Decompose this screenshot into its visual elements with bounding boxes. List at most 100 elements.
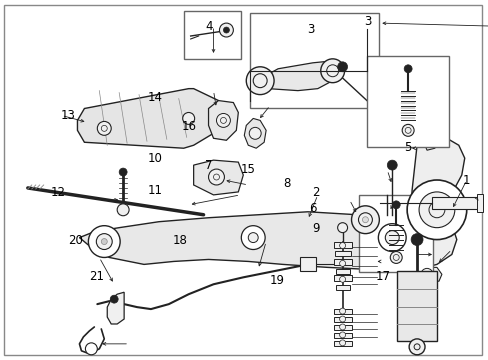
Circle shape [339, 260, 345, 266]
Circle shape [404, 65, 411, 73]
Circle shape [85, 343, 97, 355]
Circle shape [339, 340, 345, 346]
Bar [333, 341, 351, 346]
Bar [333, 317, 351, 322]
Circle shape [418, 192, 454, 228]
Circle shape [339, 276, 345, 282]
Circle shape [248, 233, 258, 243]
Circle shape [339, 243, 345, 248]
Bar [334, 252, 350, 256]
Polygon shape [424, 133, 436, 150]
Circle shape [413, 344, 419, 350]
Circle shape [337, 223, 347, 233]
Bar [299, 257, 315, 271]
Text: 16: 16 [182, 120, 197, 133]
Circle shape [183, 112, 194, 125]
Circle shape [337, 62, 347, 72]
Bar [359, 195, 432, 273]
Circle shape [253, 74, 266, 87]
Circle shape [216, 113, 230, 127]
Circle shape [339, 324, 345, 330]
Bar [333, 309, 351, 314]
Text: 21: 21 [89, 270, 104, 283]
Text: 9: 9 [311, 222, 319, 235]
Circle shape [378, 224, 406, 252]
Circle shape [101, 125, 107, 131]
Text: 7: 7 [204, 159, 212, 172]
Bar [333, 275, 351, 281]
Bar [333, 260, 351, 265]
Circle shape [101, 239, 107, 244]
Text: 1: 1 [462, 174, 469, 186]
Text: 2: 2 [311, 186, 319, 199]
Bar [431, 197, 479, 209]
Circle shape [219, 23, 233, 37]
Bar [335, 269, 349, 274]
Polygon shape [193, 160, 243, 195]
Circle shape [249, 127, 261, 139]
Bar [333, 325, 351, 330]
Text: 8: 8 [282, 177, 289, 190]
Text: 5: 5 [404, 141, 411, 154]
Circle shape [96, 234, 112, 249]
Text: 14: 14 [147, 91, 163, 104]
Bar [396, 271, 436, 341]
Bar [335, 285, 349, 290]
Text: 4: 4 [204, 20, 212, 33]
Circle shape [386, 160, 396, 170]
Circle shape [88, 226, 120, 257]
Text: 17: 17 [375, 270, 390, 283]
Circle shape [110, 295, 118, 303]
Text: 3: 3 [363, 15, 370, 28]
Circle shape [339, 316, 345, 322]
Circle shape [405, 127, 410, 133]
Bar [366, 56, 448, 147]
Circle shape [351, 206, 379, 234]
Text: 13: 13 [61, 109, 75, 122]
Circle shape [213, 174, 219, 180]
Circle shape [358, 213, 372, 227]
Circle shape [391, 201, 399, 209]
Circle shape [241, 226, 264, 249]
Text: 6: 6 [309, 202, 316, 215]
Text: 20: 20 [68, 234, 82, 247]
Polygon shape [411, 267, 441, 281]
Circle shape [326, 65, 338, 77]
Circle shape [428, 202, 444, 218]
Bar [183, 11, 241, 59]
Polygon shape [244, 118, 265, 148]
Bar [333, 242, 351, 248]
Bar [250, 13, 379, 108]
Polygon shape [77, 89, 218, 148]
Polygon shape [250, 61, 337, 91]
Text: 10: 10 [148, 152, 163, 165]
Circle shape [410, 234, 422, 246]
Text: 15: 15 [240, 163, 255, 176]
Polygon shape [408, 138, 464, 267]
Circle shape [246, 67, 273, 95]
Polygon shape [107, 292, 124, 324]
Circle shape [385, 231, 398, 244]
Text: 18: 18 [172, 234, 187, 247]
Circle shape [407, 180, 466, 240]
Circle shape [208, 169, 224, 185]
Text: 12: 12 [51, 186, 66, 199]
Circle shape [408, 339, 424, 355]
Circle shape [119, 168, 127, 176]
Circle shape [339, 332, 345, 338]
Text: 19: 19 [269, 274, 284, 287]
Circle shape [362, 217, 367, 223]
Bar [476, 194, 482, 212]
Polygon shape [79, 212, 408, 269]
Circle shape [401, 125, 413, 136]
Circle shape [389, 252, 401, 264]
Bar [333, 333, 351, 338]
Text: 3: 3 [306, 23, 314, 36]
Circle shape [97, 121, 111, 135]
Circle shape [223, 27, 229, 33]
Circle shape [339, 308, 345, 314]
Polygon shape [208, 100, 238, 140]
Circle shape [320, 59, 344, 83]
Circle shape [117, 204, 129, 216]
Circle shape [220, 117, 226, 123]
